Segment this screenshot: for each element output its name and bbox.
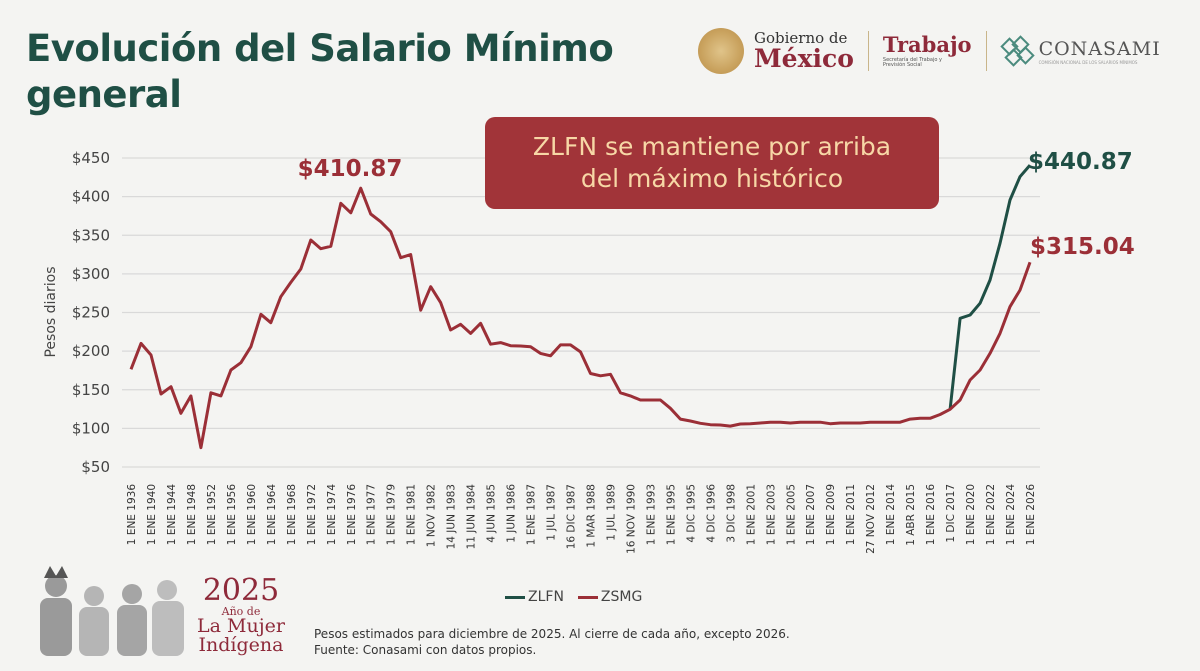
callout-line-1: ZLFN se mantiene por arriba [532,132,892,161]
legend-item-zlfn: ZLFN [505,589,564,605]
footnotes: Pesos estimados para diciembre de 2025. … [314,626,790,658]
y-tick-label: $150 [72,381,110,399]
source-note: Fuente: Conasami con datos propios. [314,643,537,657]
logo-divider [867,31,869,71]
y-tick-label: $300 [72,265,110,283]
mexico-seal-icon [698,28,744,74]
badge-year: 2025 [202,573,280,608]
x-tick-label: 1 JUL 1989 [605,484,617,541]
legend-label-zsmg: ZSMG [600,589,643,605]
x-tick-label: 1 ENE 2020 [965,484,977,545]
x-tick-label: 1 ENE 2001 [745,484,757,545]
y-tick-label: $50 [81,458,110,476]
logo-divider [985,31,987,71]
x-tick-label: 1 ENE 1968 [286,484,298,545]
x-tick-label: 1 ENE 1944 [166,484,178,546]
x-tick-label: 1 ENE 1993 [645,484,657,545]
chart-legend: ZLFN ZSMG [505,589,642,605]
x-tick-label: 27 NOV 2012 [865,484,877,554]
x-tick-label: 1 ENE 2026 [1025,484,1037,546]
page-title: Evolución del Salario Mínimo general [26,26,614,118]
conasami-logo-text: CONASAMI [1038,37,1161,60]
x-tick-label: 1 ENE 1987 [526,484,538,545]
x-tick-label: 1 ENE 1976 [346,484,358,546]
logo-bar: Gobierno de México Trabajo Secretaría de… [698,26,1161,76]
y-tick-label: $350 [72,226,110,244]
title-line-1: Evolución del Salario Mínimo [26,27,614,70]
legend-label-zlfn: ZLFN [528,589,564,605]
badge-line-2: Año de [221,605,261,618]
x-tick-label: 1 JUL 1987 [546,484,558,541]
x-tick-label: 1 ENE 1936 [126,484,138,546]
x-tick-label: 1 ENE 1956 [226,484,238,546]
gobierno-de-mexico-logo: Gobierno de México [754,29,854,73]
x-tick-label: 1 ENE 2016 [925,484,937,546]
data-label: $315.04 [1030,234,1135,260]
x-tick-label: 4 JUN 1985 [486,484,498,543]
x-tick-label: 4 DIC 1995 [685,484,697,543]
data-label: $440.87 [1028,149,1133,175]
x-tick-label: 1 ENE 2009 [825,484,837,545]
trabajo-logo-text: Trabajo [882,32,972,57]
title-line-2: general [26,73,182,116]
footnote-line-1: Pesos estimados para diciembre de 2025. … [314,627,790,641]
x-tick-label: 16 DIC 1987 [566,484,578,549]
callout-line-2: del máximo histórico [580,164,844,193]
x-tick-label: 14 JUN 1983 [446,484,458,549]
badge-line-3: La Mujer [197,615,285,637]
y-tick-label: $200 [72,342,110,360]
x-tick-label: 1 ENE 2014 [885,484,897,546]
year-badge: 2025 Año de La Mujer Indígena [196,576,286,655]
x-tick-label: 1 NOV 1982 [426,484,438,547]
conasami-logo: CONASAMI COMISIÓN NACIONAL DE LOS SALARI… [999,35,1161,67]
x-tick-label: 1 ENE 2011 [845,484,857,545]
x-tick-label: 1 JUN 1986 [506,484,518,543]
x-tick-label: 1 ENE 1960 [246,484,258,545]
conasami-logo-subtext: COMISIÓN NACIONAL DE LOS SALARIOS MÍNIMO… [1038,59,1138,65]
gobierno-logo-line2: México [754,44,854,73]
gobierno-logo-line1: Gobierno de [754,29,848,47]
x-tick-label: 4 DIC 1996 [705,484,717,543]
trabajo-logo: Trabajo Secretaría del Trabajo y Previsi… [883,34,972,68]
x-tick-label: 1 ENE 2022 [985,484,997,545]
x-tick-label: 1 ENE 1974 [326,484,338,546]
x-tick-label: 1 ABR 2015 [905,484,917,546]
x-tick-label: 11 JUN 1984 [466,484,478,550]
x-tick-label: 1 ENE 1977 [366,484,378,545]
trabajo-logo-subtext: Secretaría del Trabajo y Previsión Socia… [882,57,942,68]
x-tick-label: 1 ENE 1964 [266,484,278,546]
legend-swatch-zlfn [505,595,525,599]
series-line-zsmg [129,186,1032,450]
x-tick-label: 1 MAR 1988 [585,484,597,548]
x-tick-label: 1 ENE 2007 [805,484,817,545]
x-tick-label: 1 ENE 1979 [386,484,398,545]
x-tick-label: 1 ENE 2003 [765,484,777,545]
y-tick-label: $400 [72,188,110,206]
legend-item-zsmg: ZSMG [577,589,643,605]
x-tick-label: 1 ENE 2024 [1005,484,1017,546]
y-tick-label: $250 [72,304,110,322]
series-line-zlfn [948,164,1032,410]
y-tick-label: $450 [72,149,110,167]
x-tick-label: 1 ENE 1940 [146,484,158,545]
y-axis-label: Pesos diarios [43,266,59,357]
x-tick-label: 1 ENE 1995 [665,484,677,545]
x-tick-label: 1 ENE 2005 [785,484,797,545]
x-tick-label: 16 NOV 1990 [625,484,637,554]
x-tick-label: 1 ENE 1981 [406,484,418,545]
legend-swatch-zsmg [577,595,598,599]
x-tick-label: 3 DIC 1998 [725,484,737,543]
data-label: $410.87 [298,156,403,182]
x-tick-label: 1 ENE 1972 [306,484,318,545]
indigenous-women-illustration [40,566,184,656]
badge-line-4: Indígena [198,634,284,656]
x-tick-label: 1 ENE 1948 [186,484,198,545]
y-tick-label: $100 [72,419,110,437]
x-tick-label: 1 DIC 2017 [945,484,957,543]
callout-box: ZLFN se mantiene por arriba del máximo h… [485,117,939,209]
x-tick-label: 1 ENE 1952 [206,484,218,545]
